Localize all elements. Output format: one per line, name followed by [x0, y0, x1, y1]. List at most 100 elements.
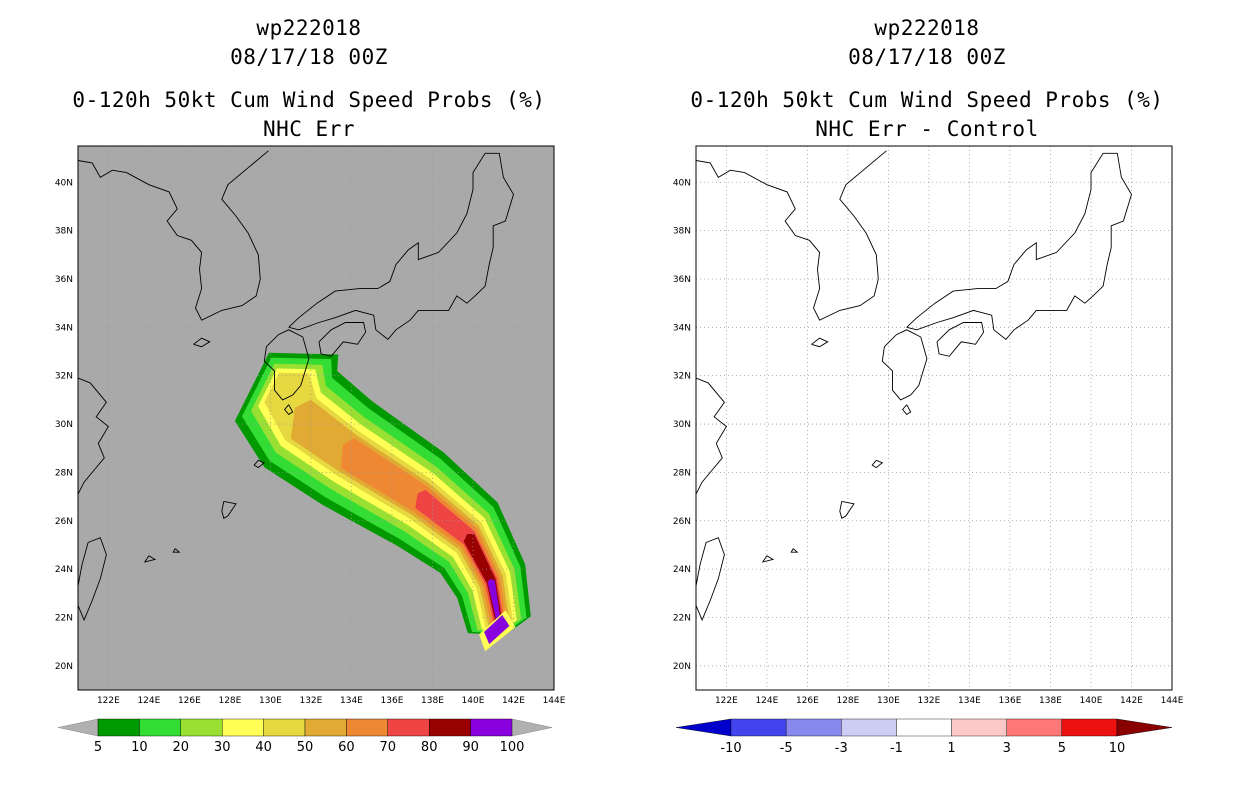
colorbar-extension-high: [1116, 718, 1173, 737]
lon-tick-label: 144E: [543, 696, 566, 706]
coastline: [284, 404, 294, 415]
map-frame: [695, 145, 1173, 691]
coastlines: [695, 145, 1132, 622]
colorbar-swatch: [139, 718, 181, 737]
colorbar-swatch: [1006, 718, 1063, 737]
colorbar-label: 80: [421, 740, 438, 755]
colorbar-label: 50: [297, 740, 314, 755]
colorbar-label: 5: [1058, 741, 1066, 756]
colorbar-swatch: [730, 718, 787, 737]
colorbar-label: 40: [255, 740, 272, 755]
colorbar-swatch: [896, 718, 952, 737]
lat-tick-label: 38N: [55, 227, 73, 237]
colorbar-label: -5: [780, 741, 793, 756]
left-panel: wp222018 08/17/18 00Z 0-120h 50kt Cum Wi…: [55, 16, 566, 755]
lat-lon-grid: [78, 146, 555, 690]
date-title: 08/17/18 00Z: [230, 45, 388, 69]
coastline: [288, 152, 514, 341]
lon-tick-label: 140E: [1080, 696, 1103, 706]
coastline: [318, 322, 367, 357]
lat-tick-label: 30N: [673, 420, 691, 430]
lat-tick-label: 26N: [55, 517, 73, 527]
colorbar-label: 10: [131, 740, 148, 755]
coastline: [143, 555, 157, 563]
lon-tick-label: 126E: [796, 696, 819, 706]
map-frame: [77, 145, 555, 691]
date-title: 08/17/18 00Z: [848, 45, 1006, 69]
prob-contour-start-core: [484, 615, 510, 645]
lon-tick-label: 122E: [715, 696, 738, 706]
colorbar-label: 30: [214, 740, 231, 755]
colorbar-swatch: [304, 718, 347, 737]
lat-tick-label: 28N: [673, 468, 691, 478]
lat-tick-label: 32N: [55, 372, 73, 382]
colorbar-extension-low: [675, 718, 732, 737]
probability-contours: [234, 352, 531, 652]
coastline: [221, 500, 237, 519]
coastline: [172, 548, 181, 553]
lat-tick-label: 26N: [673, 517, 691, 527]
coastline: [790, 548, 799, 553]
colorbar-swatch: [97, 718, 140, 737]
lon-tick-label: 144E: [1161, 696, 1184, 706]
lon-tick-label: 124E: [137, 696, 160, 706]
colorbar-label: 20: [173, 740, 190, 755]
colorbar-swatch: [221, 718, 264, 737]
lat-tick-label: 24N: [673, 565, 691, 575]
coastline: [77, 150, 269, 321]
coastline: [253, 459, 266, 469]
lon-tick-label: 136E: [381, 696, 404, 706]
lat-tick-label: 40N: [673, 178, 691, 188]
colorbar-label: 10: [1109, 741, 1126, 756]
coastline: [906, 152, 1132, 341]
lat-tick-label: 28N: [55, 468, 73, 478]
lat-tick-label: 38N: [673, 227, 691, 237]
lon-tick-label: 130E: [259, 696, 282, 706]
colorbar-swatch: [951, 718, 1007, 737]
coastline: [902, 404, 912, 415]
lon-tick-label: 142E: [1120, 696, 1143, 706]
lon-tick-label: 124E: [755, 696, 778, 706]
colorbar-swatch: [429, 718, 471, 737]
coastline: [839, 500, 855, 519]
colorbar-swatch: [180, 718, 223, 737]
probability-map: 122E 124E 126E 128E 130E 132E 134E 136E 138E 140E…: [55, 145, 566, 755]
coastline: [881, 329, 928, 401]
lat-tick-label: 36N: [55, 275, 73, 285]
lat-tick-label: 34N: [55, 323, 73, 333]
coastline: [695, 150, 887, 321]
colorbar-extension-high: [511, 718, 553, 737]
colorbar-label: -1: [890, 741, 903, 756]
subtitle: NHC Err: [262, 117, 355, 141]
lon-tick-label: 122E: [97, 696, 120, 706]
coastline: [193, 337, 211, 348]
colorbar-label: 90: [462, 740, 479, 755]
prob-contour: [487, 579, 502, 626]
colorbar: 5 10 20 30 40 50 60 70 80 90 100: [57, 718, 553, 755]
lat-lon-grid: [696, 146, 1173, 690]
colorbar-extension-low: [57, 718, 99, 737]
coastline: [761, 555, 775, 563]
lon-tick-label: 142E: [502, 696, 525, 706]
map-background: [696, 146, 1172, 690]
lon-tick-label: 134E: [958, 696, 981, 706]
coastline: [77, 377, 109, 495]
lon-tick-label: 132E: [917, 696, 940, 706]
lat-tick-label: 36N: [673, 275, 691, 285]
colorbar-swatch: [346, 718, 388, 737]
lat-tick-label: 20N: [673, 662, 691, 672]
lon-tick-label: 138E: [1039, 696, 1062, 706]
right-panel: wp222018 08/17/18 00Z 0-120h 50kt Cum Wi…: [618, 0, 1236, 800]
lat-tick-label: 40N: [55, 178, 73, 188]
coastline: [695, 537, 725, 622]
difference-map: 122E 124E 126E 128E 130E 132E 134E 136E 138E 140E…: [673, 145, 1184, 756]
product-title: 0-120h 50kt Cum Wind Speed Probs (%): [72, 88, 546, 112]
colorbar-swatch: [263, 718, 306, 737]
colorbar-label: 70: [380, 740, 397, 755]
coastline: [77, 537, 107, 622]
prob-contour: [415, 489, 505, 627]
lat-tick-label: 20N: [55, 662, 73, 672]
lat-tick-label: 22N: [673, 613, 691, 623]
lon-tick-label: 138E: [421, 696, 444, 706]
lon-tick-label: 130E: [877, 696, 900, 706]
